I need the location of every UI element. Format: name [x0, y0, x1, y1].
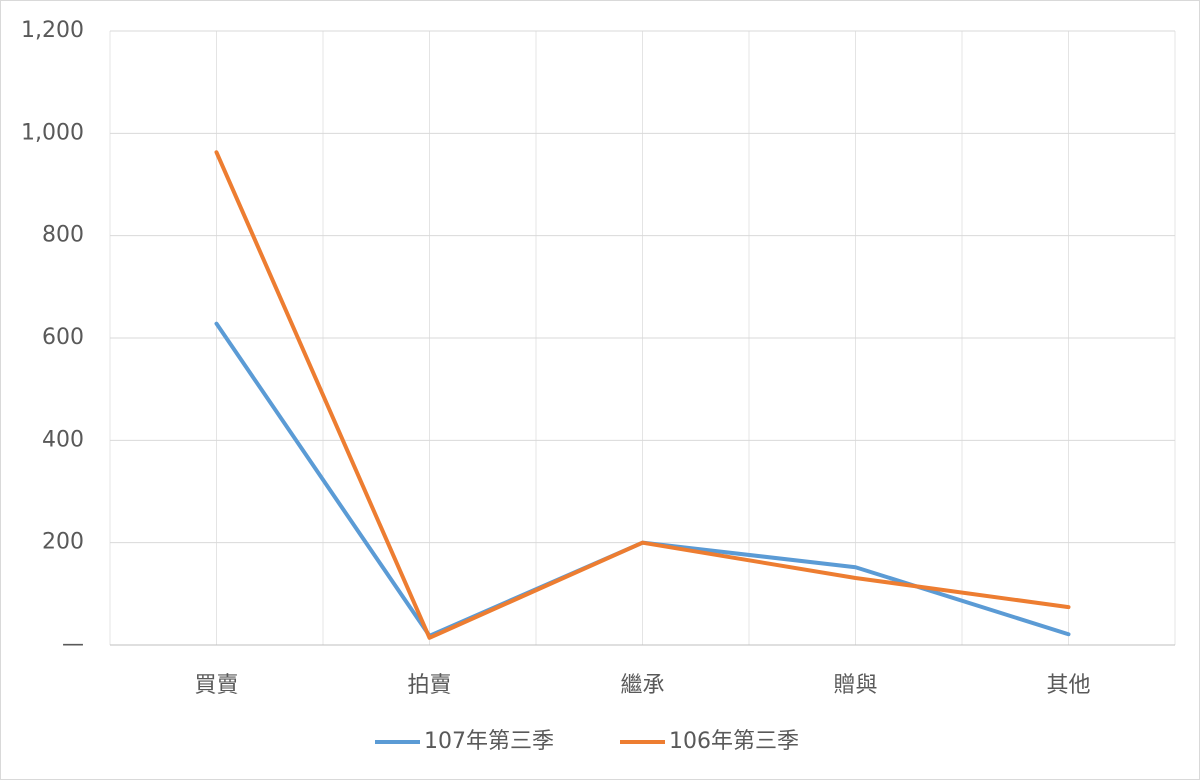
legend-label: 106年第三季: [669, 729, 799, 754]
x-tick-label: 買賣: [194, 673, 238, 698]
legend-label: 107年第三季: [424, 729, 554, 754]
y-tick-label: 200: [42, 530, 84, 555]
x-tick-label: 繼承: [620, 673, 664, 698]
y-tick-label: 1,200: [21, 18, 84, 43]
y-tick-label: —: [62, 632, 84, 657]
y-tick-label: 400: [42, 427, 84, 452]
x-tick-label: 贈與: [833, 673, 877, 698]
x-tick-label: 其他: [1046, 673, 1090, 698]
x-tick-label: 拍賣: [407, 673, 451, 698]
series-line: [214, 150, 1071, 640]
y-tick-label: 1,000: [21, 120, 84, 145]
y-tick-label: 800: [42, 223, 84, 248]
y-tick-label: 600: [42, 325, 84, 350]
